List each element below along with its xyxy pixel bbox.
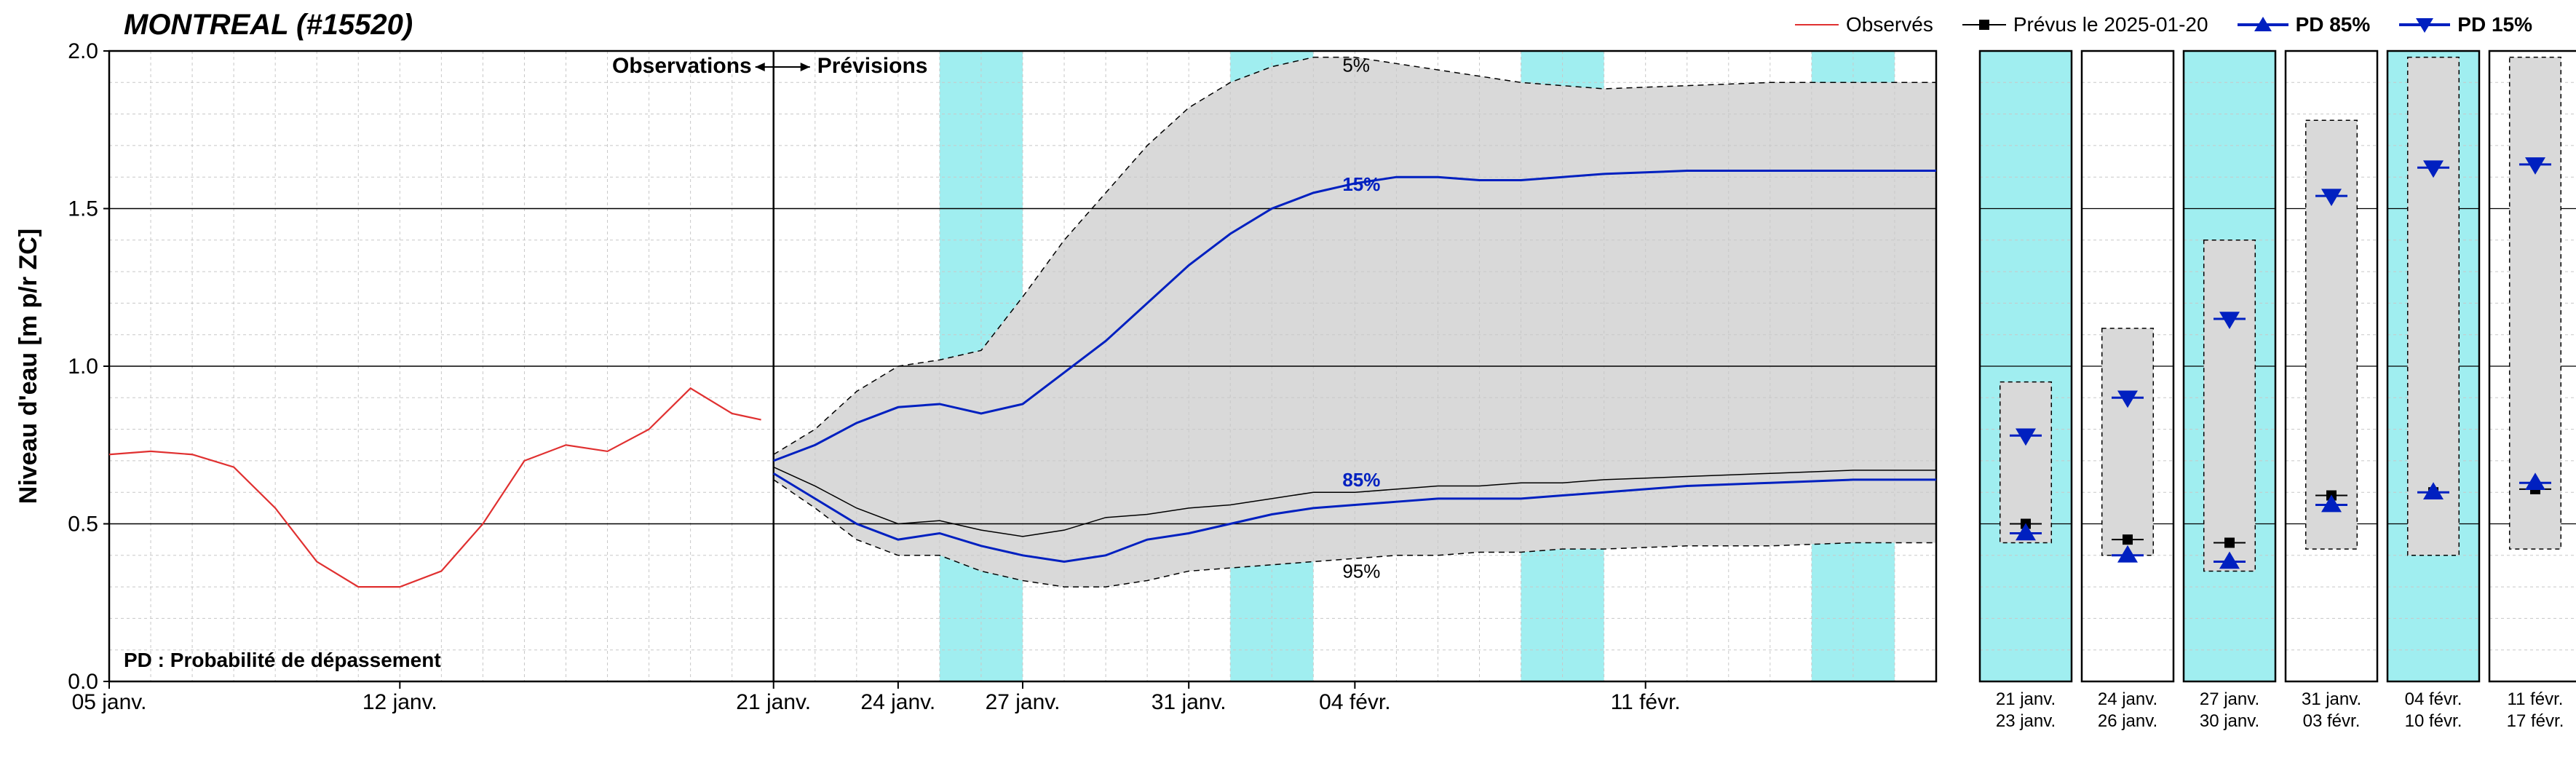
station-title: MONTREAL (#15520): [124, 9, 413, 41]
legend-observed-label: Observés: [1846, 13, 1933, 36]
svg-text:03 févr.: 03 févr.: [2303, 711, 2361, 731]
legend-line-forecast: [1962, 24, 2006, 25]
svg-text:5%: 5%: [1342, 55, 1370, 76]
legend-forecast-label: Prévus le 2025-01-20: [2013, 13, 2208, 36]
svg-text:27 janv.: 27 janv.: [2200, 689, 2259, 709]
svg-text:Niveau d'eau [m p/r ZC]: Niveau d'eau [m p/r ZC]: [15, 229, 42, 504]
chart-svg: 0.00.51.01.52.0Niveau d'eau [m p/r ZC]05…: [0, 0, 2576, 779]
svg-text:21 janv.: 21 janv.: [736, 690, 811, 714]
legend-pd15-label: PD 15%: [2457, 13, 2532, 36]
svg-text:17 févr.: 17 févr.: [2507, 711, 2564, 731]
svg-text:PD : Probabilité de dépassemen: PD : Probabilité de dépassement: [124, 649, 441, 671]
legend-forecast: Prévus le 2025-01-20: [1962, 13, 2208, 36]
svg-text:23 janv.: 23 janv.: [1996, 711, 2056, 731]
svg-text:05 janv.: 05 janv.: [72, 690, 147, 714]
svg-text:27 janv.: 27 janv.: [986, 690, 1061, 714]
svg-text:95%: 95%: [1342, 560, 1380, 582]
svg-text:31 janv.: 31 janv.: [2302, 689, 2361, 709]
legend-pd15: PD 15%: [2399, 13, 2532, 36]
svg-text:21 janv.: 21 janv.: [1996, 689, 2056, 709]
triangle-down-icon: [2399, 14, 2450, 36]
svg-text:15%: 15%: [1342, 173, 1380, 195]
svg-text:11 févr.: 11 févr.: [2508, 689, 2564, 709]
svg-text:04 févr.: 04 févr.: [2405, 689, 2462, 709]
legend: Observés Prévus le 2025-01-20 PD 85% PD …: [1795, 13, 2532, 36]
chart-container: 0.00.51.01.52.0Niveau d'eau [m p/r ZC]05…: [0, 0, 2576, 779]
svg-text:Observations: Observations: [612, 54, 752, 78]
svg-text:2.0: 2.0: [68, 39, 98, 63]
svg-text:1.5: 1.5: [68, 197, 98, 221]
square-icon: [1979, 20, 1989, 30]
svg-text:24 janv.: 24 janv.: [860, 690, 935, 714]
legend-pd85-label: PD 85%: [2296, 13, 2371, 36]
svg-text:30 janv.: 30 janv.: [2200, 711, 2259, 731]
triangle-up-icon: [2238, 14, 2288, 36]
legend-pd85: PD 85%: [2238, 13, 2371, 36]
svg-text:11 févr.: 11 févr.: [1611, 690, 1681, 714]
svg-text:26 janv.: 26 janv.: [2098, 711, 2157, 731]
svg-text:85%: 85%: [1342, 469, 1380, 491]
svg-text:Prévisions: Prévisions: [817, 54, 928, 78]
svg-text:10 févr.: 10 févr.: [2405, 711, 2462, 731]
svg-text:1.0: 1.0: [68, 355, 98, 379]
svg-text:12 janv.: 12 janv.: [362, 690, 437, 714]
svg-text:0.5: 0.5: [68, 513, 98, 537]
svg-text:24 janv.: 24 janv.: [2098, 689, 2157, 709]
legend-line-observed: [1795, 24, 1839, 25]
svg-text:04 févr.: 04 févr.: [1319, 690, 1390, 714]
legend-observed: Observés: [1795, 13, 1933, 36]
svg-text:31 janv.: 31 janv.: [1152, 690, 1226, 714]
